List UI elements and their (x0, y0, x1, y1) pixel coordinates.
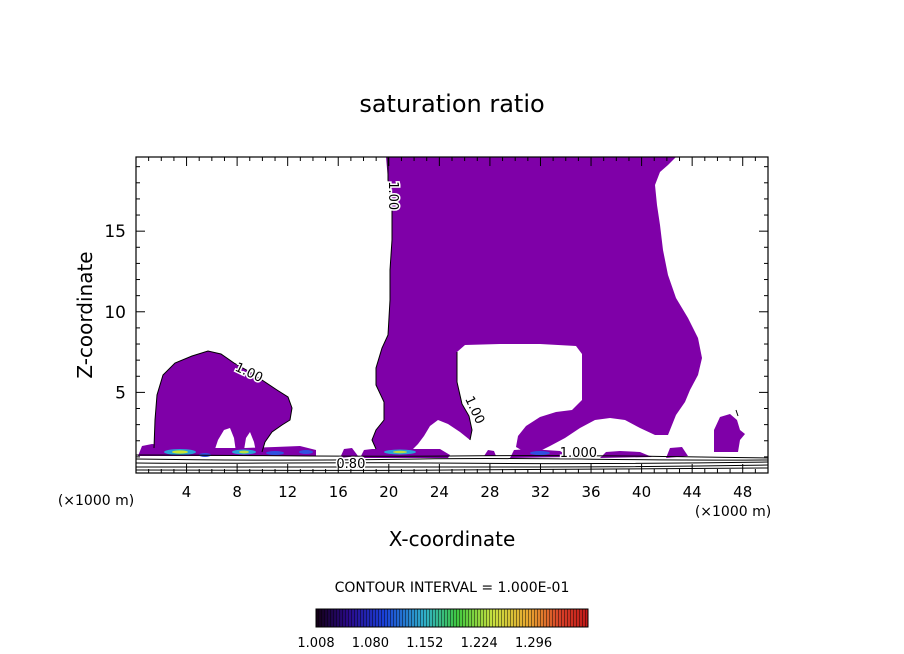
saturated-region-right (714, 414, 745, 452)
contour-label: 0.80 (336, 457, 365, 472)
x-tick-label: 44 (683, 483, 702, 501)
x-axis-unit-right: (×1000 m) (695, 504, 771, 520)
contour-interval-text: CONTOUR INTERVAL = 1.000E-01 (335, 580, 570, 596)
colorbar-labels: 1.008 1.080 1.152 1.224 1.296 (297, 636, 552, 651)
x-axis-unit-left: (×1000 m) (58, 493, 134, 509)
x-tick-label: 28 (480, 483, 499, 501)
colorbar: 1.008 1.080 1.152 1.224 1.296 (297, 608, 589, 651)
x-tick-label: 48 (733, 483, 752, 501)
x-tick-label: 16 (329, 483, 348, 501)
x-tick-label: 8 (232, 483, 242, 501)
saturated-region-central (372, 157, 702, 452)
y-axis-label: Z-coordinate (73, 251, 97, 378)
contour-label-halo: 1.00 (385, 181, 400, 210)
surface-contour-lines (135, 454, 769, 471)
x-tick-label: 12 (278, 483, 297, 501)
high-saturation-spots (164, 449, 550, 457)
x-tick-label: 32 (531, 483, 550, 501)
colorbar-label: 1.296 (515, 636, 552, 651)
x-tick-label: 4 (182, 483, 192, 501)
colorbar-frame (315, 608, 589, 628)
x-axis-label: X-coordinate (389, 527, 516, 551)
x-tick-label: 40 (632, 483, 651, 501)
contour-label: 1.000 (560, 446, 597, 461)
y-tick-label: 15 (104, 222, 126, 242)
colorbar-label: 1.008 (297, 636, 334, 651)
colorbar-stripes (316, 609, 588, 627)
y-tick-label: 5 (115, 383, 126, 403)
x-tick-label: 24 (430, 483, 449, 501)
y-tick-label: 10 (104, 303, 126, 323)
contour-label: 1.00 (385, 181, 400, 210)
contour-label-halo: 1.000 (560, 446, 597, 461)
colorbar-label: 1.224 (461, 636, 498, 651)
colorbar-label: 1.152 (406, 636, 443, 651)
colorbar-label: 1.080 (352, 636, 389, 651)
chart-title: saturation ratio (359, 90, 544, 118)
contour-outlines (153, 157, 739, 453)
x-axis-ticks: 4 8 12 16 20 24 28 32 36 40 44 48 (148, 157, 756, 501)
y-axis-ticks: 5 10 15 (104, 166, 768, 458)
x-tick-label: 36 (581, 483, 600, 501)
x-tick-label: 20 (379, 483, 398, 501)
contour-label-halo: 0.80 (336, 457, 365, 472)
saturated-region-left (154, 351, 292, 452)
contour-fields (135, 157, 769, 471)
